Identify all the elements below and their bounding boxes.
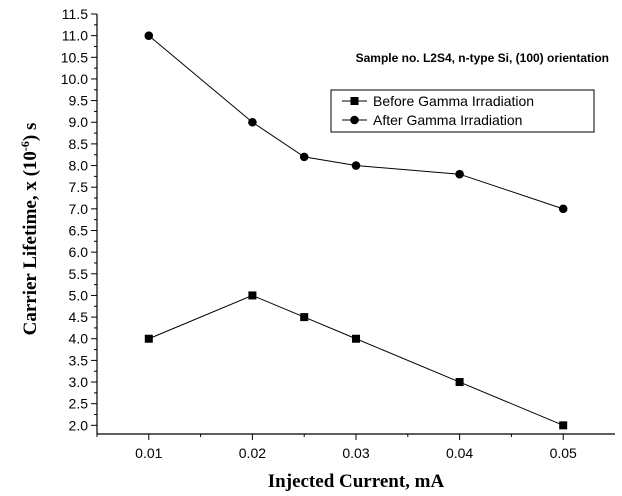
data-point-square bbox=[300, 313, 309, 322]
y-tick-label: 9.5 bbox=[69, 93, 89, 109]
x-tick-label: 0.05 bbox=[550, 445, 577, 461]
y-axis-title-tail: ) s bbox=[20, 123, 41, 141]
y-tick-label: 2.0 bbox=[69, 417, 89, 433]
x-axis-ticks: 0.01 0.02 0.03 0.04 0.05 bbox=[96, 434, 577, 461]
y-tick-label: 8.5 bbox=[69, 136, 89, 152]
x-tick-label: 0.04 bbox=[446, 445, 473, 461]
legend-marker-square bbox=[350, 97, 359, 105]
y-tick-label: 8.0 bbox=[69, 158, 89, 174]
data-point-circle bbox=[558, 204, 568, 214]
y-tick-label: 9.0 bbox=[69, 114, 89, 130]
y-axis-ticks: 2.0 2.5 3.0 3.5 4.0 4.5 5.0 5.5 6.0 6.5 7.0 7.5 8.0 8… bbox=[61, 6, 97, 433]
data-point-square bbox=[248, 291, 257, 300]
legend-marker-circle bbox=[350, 115, 359, 125]
legend-label-before: Before Gamma Irradiation bbox=[373, 93, 534, 109]
data-point-square bbox=[559, 421, 568, 430]
y-tick-label: 5.0 bbox=[69, 287, 89, 303]
x-tick-label: 0.03 bbox=[342, 445, 369, 461]
data-point-square bbox=[352, 334, 360, 343]
y-axis-title-exponent: -6 bbox=[18, 141, 32, 151]
y-axis-title-main: Carrier Lifetime, x (10 bbox=[20, 151, 41, 335]
legend-box bbox=[330, 89, 595, 133]
y-tick-label: 11.5 bbox=[62, 6, 88, 22]
x-tick-label: 0.02 bbox=[239, 445, 266, 461]
y-tick-label: 4.0 bbox=[69, 331, 89, 347]
y-tick-label: 5.5 bbox=[69, 266, 89, 282]
chart-annotation: Sample no. L2S4, n-type Si, (100) orient… bbox=[356, 51, 609, 65]
y-tick-label: 6.0 bbox=[69, 244, 89, 260]
y-tick-label: 10.5 bbox=[61, 49, 88, 65]
chart-axes bbox=[96, 14, 615, 435]
y-tick-label: 7.5 bbox=[69, 179, 89, 195]
data-point-circle bbox=[248, 117, 257, 127]
legend: Before Gamma Irradiation After Gamma Irr… bbox=[330, 89, 595, 133]
data-point-circle bbox=[299, 152, 309, 162]
data-point-circle bbox=[455, 169, 464, 179]
legend-item-before: Before Gamma Irradiation bbox=[342, 93, 534, 109]
x-axis-title: Injected Current, mA bbox=[268, 471, 445, 492]
series-line bbox=[148, 294, 564, 426]
y-tick-label: 10.0 bbox=[61, 71, 88, 87]
y-tick-label: 4.5 bbox=[69, 309, 89, 325]
x-tick-label: 0.01 bbox=[135, 445, 162, 461]
y-tick-label: 2.5 bbox=[69, 396, 89, 412]
series-layer bbox=[144, 31, 568, 430]
data-point-circle bbox=[351, 161, 361, 170]
data-point-square bbox=[455, 378, 464, 387]
y-tick-label: 3.5 bbox=[69, 352, 89, 368]
y-tick-label: 6.5 bbox=[69, 222, 89, 238]
data-point-square bbox=[144, 334, 153, 343]
series-0 bbox=[144, 291, 568, 430]
series-line bbox=[148, 35, 564, 210]
y-tick-label: 7.0 bbox=[69, 201, 89, 217]
series-1 bbox=[144, 31, 568, 214]
data-point-circle bbox=[144, 31, 154, 40]
legend-item-after: After Gamma Irradiation bbox=[342, 112, 522, 128]
legend-label-after: After Gamma Irradiation bbox=[373, 112, 522, 128]
y-tick-label: 3.0 bbox=[69, 374, 89, 390]
y-tick-label: 11.0 bbox=[62, 28, 88, 44]
y-axis-title: Carrier Lifetime, x (10-6) s bbox=[18, 123, 41, 336]
